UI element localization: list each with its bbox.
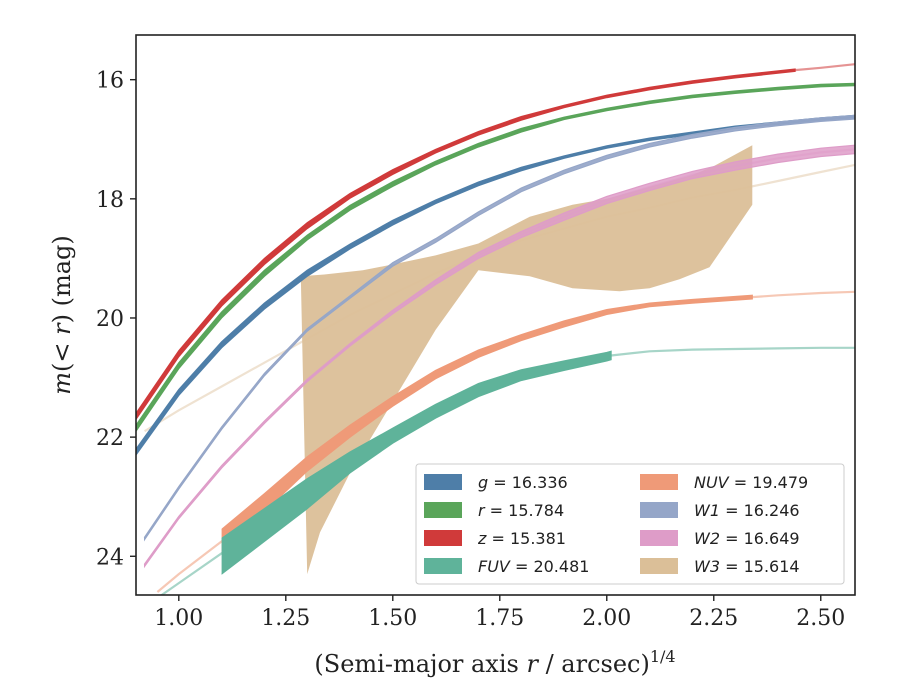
series-band-w2 <box>144 144 855 569</box>
y-tick-label: 16 <box>96 69 124 94</box>
legend-label: W1 = 16.246 <box>694 501 800 520</box>
legend-entry-z: z = 15.381 <box>424 529 566 548</box>
legend-label: FUV = 20.481 <box>478 557 589 576</box>
y-tick-label: 18 <box>96 188 124 213</box>
x-tick-label: 2.50 <box>796 606 845 631</box>
legend-entry-w3: W3 = 15.614 <box>640 557 800 576</box>
legend-entry-g: g = 16.336 <box>424 473 568 492</box>
y-tick-label: 20 <box>96 307 124 332</box>
x-tick-label: 2.00 <box>582 606 631 631</box>
legend-swatch <box>640 558 678 574</box>
series-band-z <box>136 68 796 421</box>
legend-label: W2 = 16.649 <box>694 529 800 548</box>
legend-entry-nuv: NUV = 19.479 <box>640 473 808 492</box>
legend-label: z = 15.381 <box>477 529 566 548</box>
legend-swatch <box>424 474 462 490</box>
series-band-r <box>136 82 855 433</box>
legend-entry-fuv: FUV = 20.481 <box>424 557 589 576</box>
legend: g = 16.336 r = 15.784 z = 15.381 FUV = 20.4… <box>415 463 845 585</box>
x-tick-label: 1.25 <box>261 606 310 631</box>
x-axis-ticks: 1.00 1.25 1.50 1.75 2.00 2.25 2.50 <box>154 595 845 631</box>
legend-entry-r: r = 15.784 <box>424 501 564 520</box>
series-band-w3 <box>300 145 753 575</box>
legend-swatch <box>640 474 678 490</box>
series-band-g <box>136 114 855 457</box>
legend-entry-w2: W2 = 16.649 <box>640 529 800 548</box>
x-tick-label: 1.75 <box>475 606 524 631</box>
series-fuv <box>159 346 855 595</box>
y-tick-label: 24 <box>96 545 124 570</box>
x-tick-label: 2.25 <box>689 606 738 631</box>
series-band-w1 <box>144 114 855 542</box>
y-tick-label: 22 <box>96 426 124 451</box>
legend-swatch <box>424 558 462 574</box>
legend-label: NUV = 19.479 <box>694 473 808 492</box>
x-tick-label: 1.00 <box>154 606 203 631</box>
legend-swatch <box>424 502 462 518</box>
series-r <box>136 82 855 433</box>
legend-swatch <box>640 502 678 518</box>
y-axis-label: mm((< r) (mag) <box>48 235 76 395</box>
series-layer <box>136 63 855 595</box>
legend-label: W3 = 15.614 <box>694 557 800 576</box>
legend-swatch <box>424 530 462 546</box>
legend-label: r = 15.784 <box>478 501 564 520</box>
series-nuv <box>156 290 855 593</box>
x-axis-label: (Semi-major axis r / arcsec)1/4 <box>314 647 675 678</box>
plot-frame <box>135 34 856 596</box>
series-band-nuv <box>221 294 753 554</box>
series-w1 <box>143 114 855 542</box>
legend-box <box>415 463 845 585</box>
series-w2 <box>143 144 855 569</box>
x-tick-label: 1.50 <box>368 606 417 631</box>
series-z <box>136 63 855 421</box>
y-axis-ticks: 16 18 20 22 24 <box>96 69 136 570</box>
series-band-fuv <box>221 350 612 575</box>
legend-entry-w1: W1 = 16.246 <box>640 501 800 520</box>
legend-swatch <box>640 530 678 546</box>
legend-label: g = 16.336 <box>478 473 568 492</box>
